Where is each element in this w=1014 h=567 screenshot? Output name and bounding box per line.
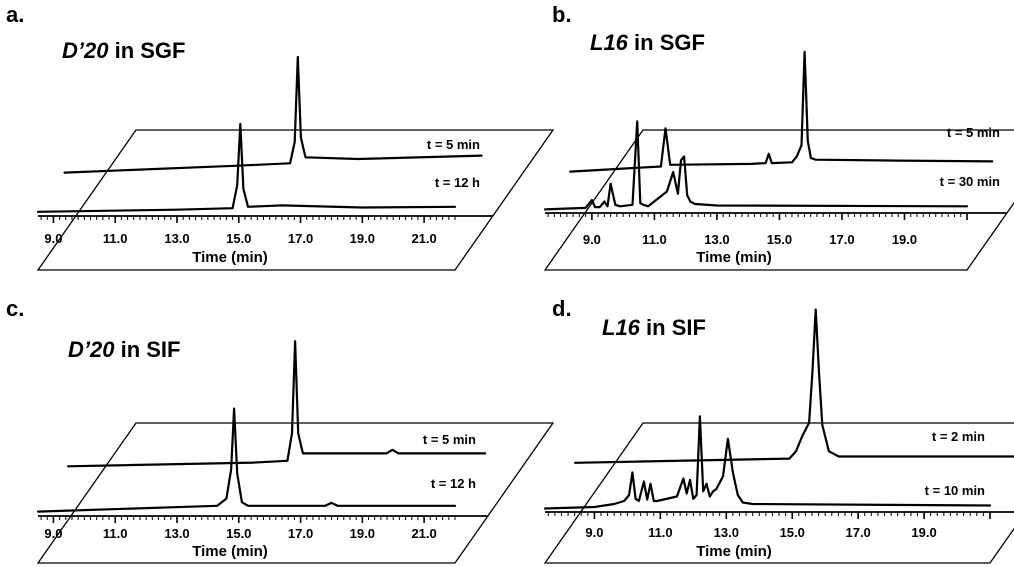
chart-frame	[543, 422, 1014, 564]
chart-frame	[36, 129, 555, 271]
title-rest: in SGF	[108, 38, 185, 63]
x-tick-label: 9.0	[585, 525, 603, 540]
panel-title: D’20 in SGF	[62, 38, 185, 63]
panel-letter: c.	[6, 296, 24, 321]
x-tick-label: 11.0	[103, 231, 128, 246]
x-tick-label: 11.0	[642, 232, 667, 247]
x-tick-label: 15.0	[226, 526, 251, 541]
x-tick-label: 19.0	[350, 231, 375, 246]
panel-b: b. L16 in SGF 9.0 11.0 13.0 15.0 17.0 19.0 t …	[543, 2, 1014, 271]
x-tick-label: 13.0	[164, 231, 189, 246]
panel-c: c. D’20 in SIF 9.0 11.0 13.0 15.0 17.0 19.0 21…	[6, 296, 555, 564]
panel-d: d. L16 in SIF 9.0 11.0 13.0 15.0 17.0 19.0 t …	[543, 296, 1014, 564]
x-tick-label: 19.0	[911, 525, 936, 540]
series-label: t = 12 h	[431, 476, 476, 491]
x-tick-label: 21.0	[411, 231, 436, 246]
title-rest: in SIF	[114, 337, 180, 362]
panel-title: D’20 in SIF	[68, 337, 180, 362]
x-axis-title: Time (min)	[192, 543, 268, 560]
series-trace-2	[543, 120, 969, 211]
x-axis-title: Time (min)	[696, 543, 772, 560]
x-tick-label: 11.0	[648, 525, 673, 540]
series-label: t = 30 min	[940, 174, 1000, 189]
x-tick-label: 17.0	[288, 526, 313, 541]
panel-letter: a.	[6, 2, 24, 27]
x-tick-label: 17.0	[288, 231, 313, 246]
x-axis-title: Time (min)	[192, 249, 268, 266]
title-compound: D’20	[62, 38, 109, 63]
x-tick-label: 11.0	[103, 526, 128, 541]
x-tick-label: 13.0	[164, 526, 189, 541]
x-tick-label: 9.0	[583, 232, 601, 247]
chart-frame	[36, 422, 555, 564]
series-trace-2	[36, 122, 457, 213]
panel-title: L16 in SIF	[602, 315, 706, 340]
x-tick-label: 13.0	[704, 232, 729, 247]
series-label: t = 10 min	[925, 483, 985, 498]
x-tick-label: 17.0	[829, 232, 854, 247]
title-compound: L16	[590, 30, 629, 55]
x-axis-title: Time (min)	[696, 249, 772, 266]
x-tick-label: 15.0	[780, 525, 805, 540]
series-label: t = 12 h	[435, 175, 480, 190]
series-trace-1	[67, 340, 487, 468]
panel-a: a. D’20 in SGF 9.0 11.0 13.0 15.0 17.0 19.0 21…	[6, 2, 555, 271]
x-tick-label: 15.0	[767, 232, 792, 247]
x-tick-label: 19.0	[892, 232, 917, 247]
x-tick-label: 15.0	[226, 231, 251, 246]
x-tick-label: 21.0	[411, 526, 436, 541]
series-label: t = 2 min	[932, 429, 985, 444]
series-trace-1	[63, 55, 483, 174]
chart-frame	[543, 129, 1014, 271]
series-label: t = 5 min	[947, 125, 1000, 140]
title-rest: in SIF	[640, 315, 706, 340]
series-label: t = 5 min	[423, 432, 476, 447]
series-trace-1	[569, 50, 994, 173]
x-tick-label: 19.0	[350, 526, 375, 541]
panel-title: L16 in SGF	[590, 30, 705, 55]
title-compound: L16	[602, 315, 641, 340]
series-trace-1	[574, 308, 1014, 464]
title-compound: D’20	[68, 337, 115, 362]
panel-letter: d.	[552, 296, 572, 321]
panel-letter: b.	[552, 2, 572, 27]
title-rest: in SGF	[628, 30, 705, 55]
series-trace-2	[36, 407, 457, 513]
x-tick-label: 9.0	[44, 526, 62, 541]
x-tick-label: 9.0	[44, 231, 62, 246]
series-trace-2	[543, 415, 992, 510]
x-tick-label: 13.0	[714, 525, 739, 540]
series-label: t = 5 min	[427, 137, 480, 152]
x-tick-label: 17.0	[845, 525, 870, 540]
